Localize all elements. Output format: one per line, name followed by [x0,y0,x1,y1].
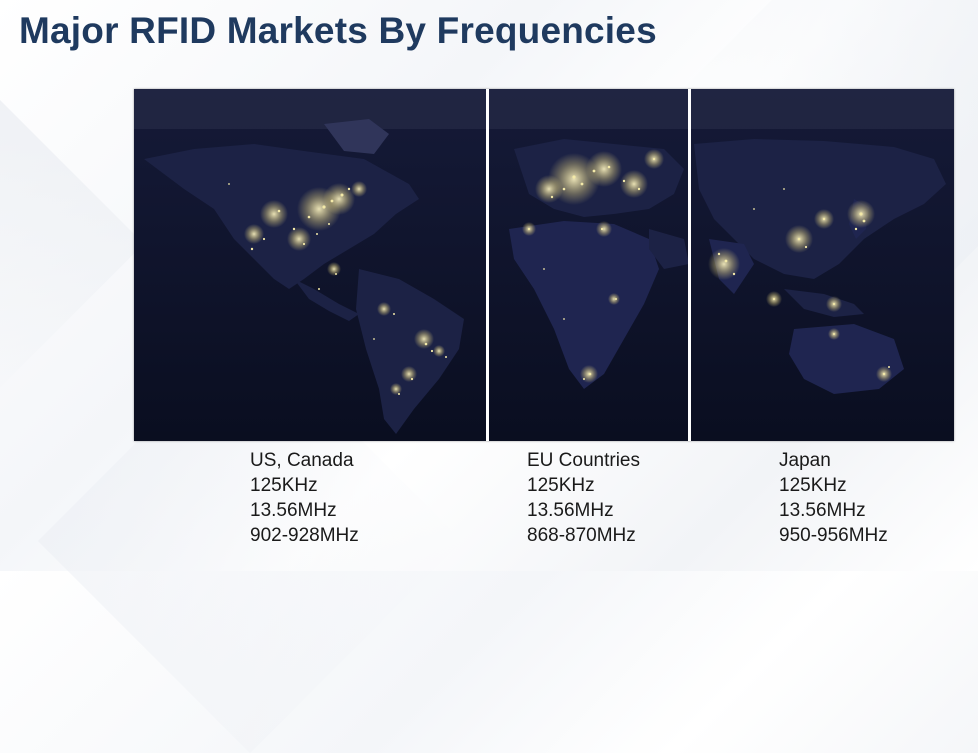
world-map-graphic [134,89,954,441]
frequency-hf: 13.56MHz [779,500,866,521]
europe-africa-panel [509,139,689,389]
frequency-uhf: 950-956MHz [779,525,888,546]
night-lights-world-map [134,89,954,441]
americas-panel [144,119,464,434]
frequency-uhf: 902-928MHz [250,525,359,546]
slide-title: Major RFID Markets By Frequencies [19,10,657,51]
frequency-lf: 125KHz [250,475,318,496]
region-eu-countries: EU Countries 125KHz 13.56MHz 868-870MHz [527,448,640,548]
region-name: US, Canada [250,450,354,471]
frequency-uhf: 868-870MHz [527,525,636,546]
frequency-hf: 13.56MHz [527,500,614,521]
panel-divider [688,89,691,441]
region-name: EU Countries [527,450,640,471]
asia-oceania-panel [694,139,946,394]
frequency-lf: 125KHz [779,475,847,496]
region-name: Japan [779,450,831,471]
region-us-canada: US, Canada 125KHz 13.56MHz 902-928MHz [250,448,359,548]
frequency-lf: 125KHz [527,475,595,496]
region-japan: Japan 125KHz 13.56MHz 950-956MHz [779,448,888,548]
frequency-hf: 13.56MHz [250,500,337,521]
background-facet [0,60,144,428]
panel-divider [486,89,489,441]
